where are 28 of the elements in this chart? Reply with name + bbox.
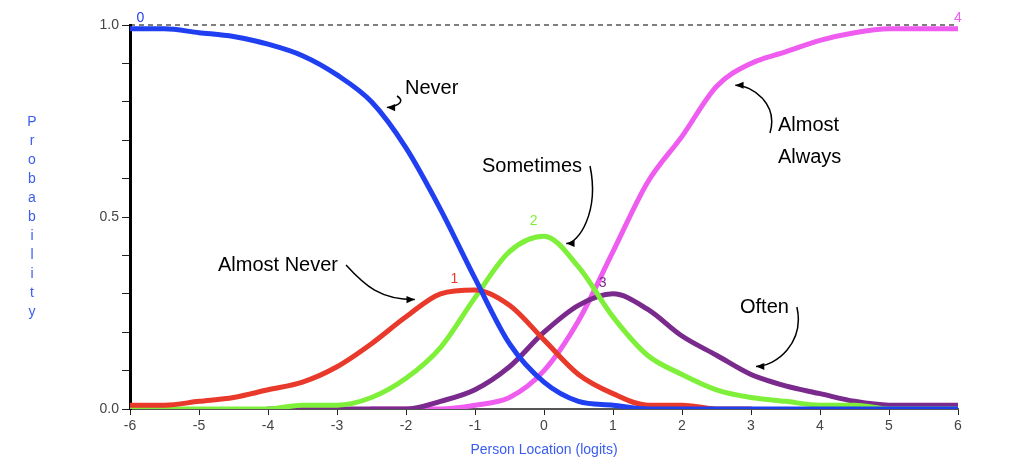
annotation: 1 xyxy=(450,269,459,286)
text: Sometimes xyxy=(482,153,583,176)
y-tick-label: 0.0 xyxy=(99,399,120,416)
x-tick-label: -4 xyxy=(261,417,275,434)
y-tick-label: 1.0 xyxy=(99,15,120,32)
annotation: 3 xyxy=(598,273,607,290)
x-tick-label: 2 xyxy=(678,417,687,434)
text: Almost Always xyxy=(778,112,842,167)
x-tick-label: 0 xyxy=(540,417,549,434)
x-axis-title: Person Location (logits) xyxy=(470,441,618,458)
x-tick-label: 6 xyxy=(954,417,963,434)
text: Often xyxy=(740,294,789,317)
annotation: 4 xyxy=(954,8,963,25)
annotation: 0 xyxy=(136,8,145,25)
x-tick-label: 5 xyxy=(885,417,894,434)
text: Probability xyxy=(27,112,37,319)
x-tick-label: -6 xyxy=(123,417,137,434)
x-tick-label: -1 xyxy=(468,417,482,434)
x-tick-label: -2 xyxy=(399,417,413,434)
x-tick-label: 1 xyxy=(609,417,618,434)
y-tick-label: 0.5 xyxy=(99,207,120,224)
x-tick-label: 3 xyxy=(747,417,756,434)
x-tick-label: -5 xyxy=(192,417,206,434)
annotation: 2 xyxy=(529,212,538,229)
text: Almost Never xyxy=(218,252,339,275)
series-label: Never xyxy=(405,75,459,98)
x-tick-label: -3 xyxy=(330,417,344,434)
x-tick-label: 4 xyxy=(816,417,825,434)
